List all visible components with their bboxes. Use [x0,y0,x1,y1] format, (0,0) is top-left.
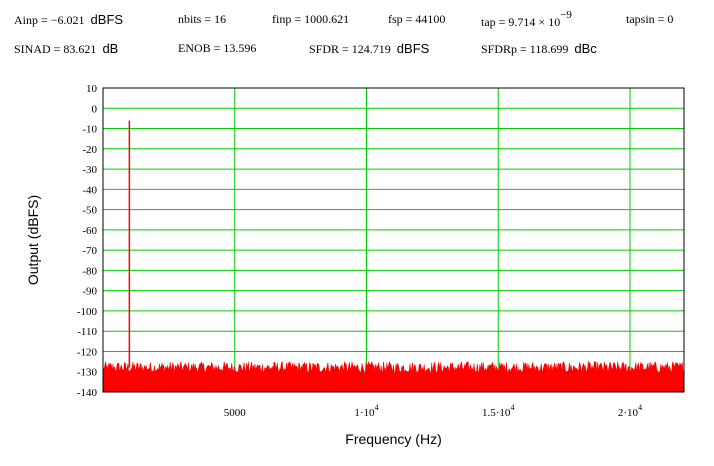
tap-exponent: −9 [560,9,572,21]
plot-frame [102,87,685,393]
y-tick-label: -120 [77,346,98,358]
y-tick-label: 0 [92,103,98,115]
y-tick-labels: 10 0 -10 -20 -30 -40 -50 -60 -70 -80 -90 -100 -110 -1… [77,83,98,399]
trace-layer [102,120,685,393]
x-tick-label: 5000 [224,407,247,419]
grid-lines [103,88,684,392]
x-tick-labels: 5000 1·104 1.5·104 2·104 [224,403,642,419]
finp-value: finp = 1000.621 [272,12,350,26]
sinad-unit: dB [102,41,119,56]
y-tick-label: -70 [82,245,97,257]
enob-value: ENOB = 13.596 [178,41,257,55]
y-tick-label: -30 [82,164,97,176]
x-tick-label: 2·104 [618,403,642,419]
tapsin-value: tapsin = 0 [626,12,674,26]
x-axis-title: Frequency (Hz) [345,431,441,447]
y-tick-label: -110 [77,326,97,338]
y-tick-label: -90 [82,286,97,298]
x-tick-exponent: 4 [510,403,514,412]
spectrum-plot: 10 0 -10 -20 -30 -40 -50 -60 -70 -80 -90 -100 -110 -1… [25,83,685,447]
sfdrp-unit: dBc [574,41,597,56]
nbits-value: nbits = 16 [178,12,227,26]
parameter-readout: Ainp = −6.021 dBFS nbits = 16 finp = 100… [0,0,714,60]
y-tick-label: -130 [77,367,98,379]
x-tick-exponent: 4 [375,403,379,412]
sfdrp-value: SFDRp = 118.699 dBc [481,41,597,56]
y-axis-title: Output (dBFS) [25,195,41,285]
noise-floor-trace [102,360,685,393]
y-tick-label: -40 [82,184,97,196]
ainp-value: Ainp = −6.021 dBFS [14,12,124,27]
x-tick-label: 1.5·104 [482,403,514,419]
tap-value: tap = 9.714 × 10−9 [481,9,572,29]
y-tick-label: -80 [82,265,97,277]
y-tick-label: -140 [77,387,98,399]
fsp-value: fsp = 44100 [388,12,446,26]
sfdr-value: SFDR = 124.719 dBFS [309,41,430,56]
ainp-unit: dBFS [90,12,124,27]
y-tick-label: -100 [77,306,98,318]
y-tick-label: -10 [82,124,97,136]
spectrum-chart: 10 0 -10 -20 -30 -40 -50 -60 -70 -80 -90 -100 -110 -1… [0,60,714,466]
y-tick-label: -50 [82,205,97,217]
y-tick-label: -60 [82,225,97,237]
sinad-value: SINAD = 83.621 dB [14,41,119,56]
x-tick-exponent: 4 [638,403,642,412]
x-tick-label: 1·104 [354,403,378,419]
sfdr-unit: dBFS [396,41,430,56]
y-tick-label: 10 [86,83,98,95]
y-tick-label: -20 [82,144,97,156]
